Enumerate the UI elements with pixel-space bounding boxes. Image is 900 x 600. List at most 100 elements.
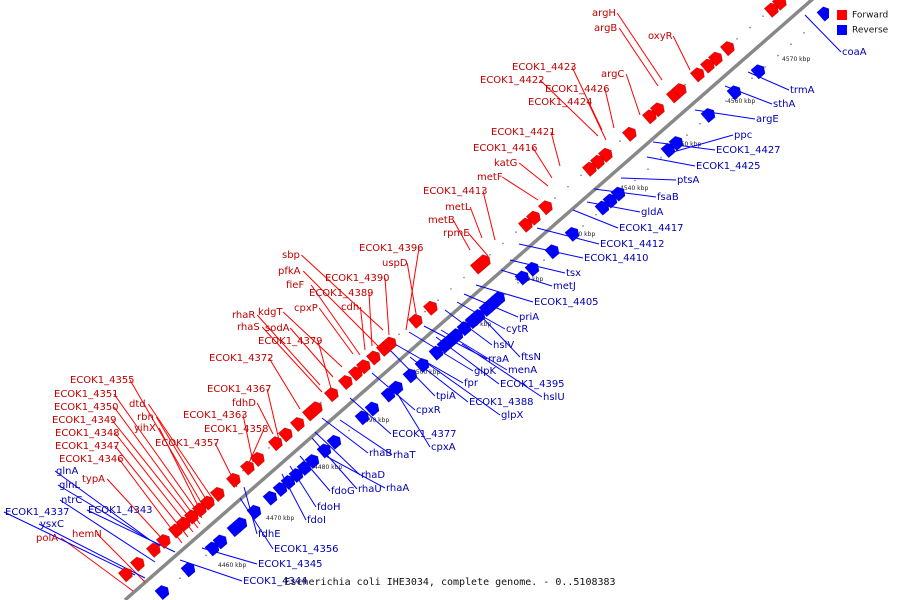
forward-gene-arrow — [381, 336, 397, 352]
legend-forward-label: Forward — [852, 10, 889, 21]
reverse-gene-label: sthA — [773, 99, 795, 110]
forward-leader-line — [155, 416, 211, 507]
forward-leader-line — [368, 292, 373, 347]
reverse-gene-arrow — [246, 504, 262, 520]
forward-gene-label: rhaS — [237, 322, 260, 333]
reverse-leader-line — [586, 201, 641, 213]
forward-strand-dot — [463, 276, 465, 279]
reverse-leader-line — [804, 14, 842, 53]
forward-leader-line — [501, 176, 539, 201]
forward-leader-line — [114, 432, 194, 533]
reverse-gene-arrow — [594, 200, 610, 216]
forward-gene-arrow — [525, 210, 541, 226]
forward-gene-arrow — [763, 2, 779, 18]
forward-leader-line — [60, 537, 134, 592]
forward-strand-dot — [684, 83, 686, 86]
forward-gene-arrow — [475, 254, 491, 270]
forward-gene-label: ECOK1_4426 — [545, 84, 610, 95]
reverse-strand-dot — [582, 225, 584, 227]
reverse-strand-dot — [205, 554, 207, 557]
forward-leader-line — [318, 307, 354, 355]
forward-gene-arrow — [641, 109, 657, 125]
forward-leader-line — [301, 254, 384, 331]
reverse-gene-label: coaA — [842, 47, 867, 58]
forward-gene-arrow — [167, 523, 183, 539]
forward-gene-label: yihX — [134, 423, 156, 434]
forward-gene-label: ECOK1_4358 — [204, 424, 269, 435]
forward-gene-arrow — [323, 387, 339, 403]
scale-tick-label: 4480 kbp — [314, 464, 342, 471]
forward-gene-label: ECOK1_4422 — [480, 75, 545, 86]
reverse-gene-arrow — [212, 534, 228, 550]
forward-strand-dot — [450, 288, 452, 290]
forward-leader-line — [467, 232, 489, 257]
reverse-gene-arrow — [354, 410, 370, 426]
reverse-gene-arrow — [428, 345, 444, 361]
forward-gene-arrow — [225, 472, 241, 489]
reverse-leader-line — [672, 134, 734, 153]
reverse-leader-line — [86, 509, 176, 553]
reverse-strand-dot — [595, 213, 597, 216]
scale-tick-label: 4560 kbp — [727, 98, 755, 105]
forward-gene-arrow — [365, 350, 381, 366]
reverse-leader-line — [239, 497, 274, 550]
reverse-leader-line — [57, 484, 161, 547]
reverse-gene-arrow — [204, 541, 220, 557]
forward-leader-line — [518, 162, 549, 187]
reverse-gene-label: fpr — [464, 378, 479, 389]
forward-gene-label: ECOK1_4355 — [70, 375, 135, 386]
forward-gene-label: argB — [594, 23, 617, 34]
scale-tick-label: 4530 kbp — [567, 231, 595, 238]
forward-strand-dot — [554, 197, 556, 199]
forward-leader-line — [604, 88, 615, 129]
reverse-gene-label: ntrC — [61, 495, 82, 506]
reverse-gene-label: ECOK1_4343 — [88, 505, 153, 516]
legend-reverse-label: Reverse — [852, 25, 889, 36]
reverse-gene-label: priA — [519, 312, 539, 323]
forward-gene-label: ECOK1_4349 — [52, 415, 117, 426]
reverse-gene-arrow — [490, 291, 506, 307]
reverse-gene-label: ECOK1_4395 — [500, 379, 565, 390]
reverse-gene-arrow — [180, 562, 196, 578]
reverse-gene-arrow — [232, 516, 248, 533]
forward-gene-arrow — [422, 300, 438, 316]
legend-reverse-swatch — [837, 25, 847, 35]
forward-leader-line — [106, 478, 167, 544]
forward-gene-label: ECOK1_4350 — [54, 402, 119, 413]
reverse-gene-label: ECOK1_4344 — [243, 576, 308, 587]
forward-strand-dot — [489, 253, 491, 256]
scale-tick-label: 4520 kbp — [515, 276, 543, 283]
forward-strand-dot — [320, 401, 322, 404]
reverse-gene-arrow — [660, 142, 676, 159]
forward-leader-line — [158, 427, 203, 515]
forward-strand-dot — [515, 231, 517, 233]
reverse-strand-dot — [634, 179, 636, 182]
reverse-strand-dot — [777, 54, 779, 57]
forward-strand-dot — [619, 140, 621, 142]
reverse-gene-label: rraA — [488, 354, 509, 365]
reverse-gene-arrow — [304, 454, 320, 470]
reverse-gene-label: cpxA — [431, 442, 456, 453]
forward-gene-label: argC — [601, 69, 624, 80]
forward-gene-label: ECOK1_4357 — [155, 438, 220, 449]
forward-leader-line — [618, 27, 659, 87]
forward-gene-arrow — [699, 58, 715, 74]
forward-gene-arrow — [347, 366, 363, 382]
reverse-gene-label: argE — [756, 114, 779, 125]
reverse-gene-arrow — [700, 107, 716, 124]
forward-gene-arrow — [117, 567, 133, 583]
forward-gene-arrow — [581, 161, 597, 177]
forward-gene-arrow — [191, 502, 207, 518]
reverse-strand-dot — [348, 429, 350, 432]
forward-gene-label: ECOK1_4372 — [209, 353, 274, 364]
forward-gene-label: ECOK1_4416 — [473, 143, 538, 154]
reverse-gene-arrow — [280, 474, 296, 491]
forward-gene-label: polA — [36, 533, 58, 544]
forward-leader-line — [405, 247, 420, 331]
forward-leader-line — [242, 414, 254, 463]
forward-strand-dot — [736, 38, 738, 40]
forward-gene-label: cpxP — [294, 303, 318, 314]
scale-tick-label: 4550 kbp — [673, 141, 701, 148]
reverse-strand-dot — [803, 32, 805, 34]
